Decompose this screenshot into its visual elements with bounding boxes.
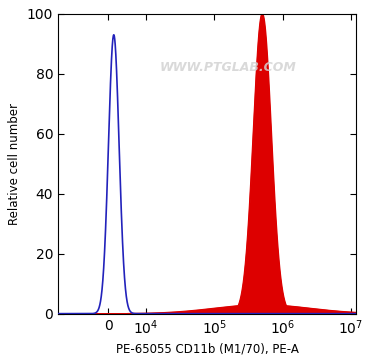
X-axis label: PE-65055 CD11b (M1/70), PE-A: PE-65055 CD11b (M1/70), PE-A	[116, 343, 299, 356]
Text: WWW.PTGLAB.COM: WWW.PTGLAB.COM	[160, 61, 296, 74]
Y-axis label: Relative cell number: Relative cell number	[8, 103, 21, 225]
